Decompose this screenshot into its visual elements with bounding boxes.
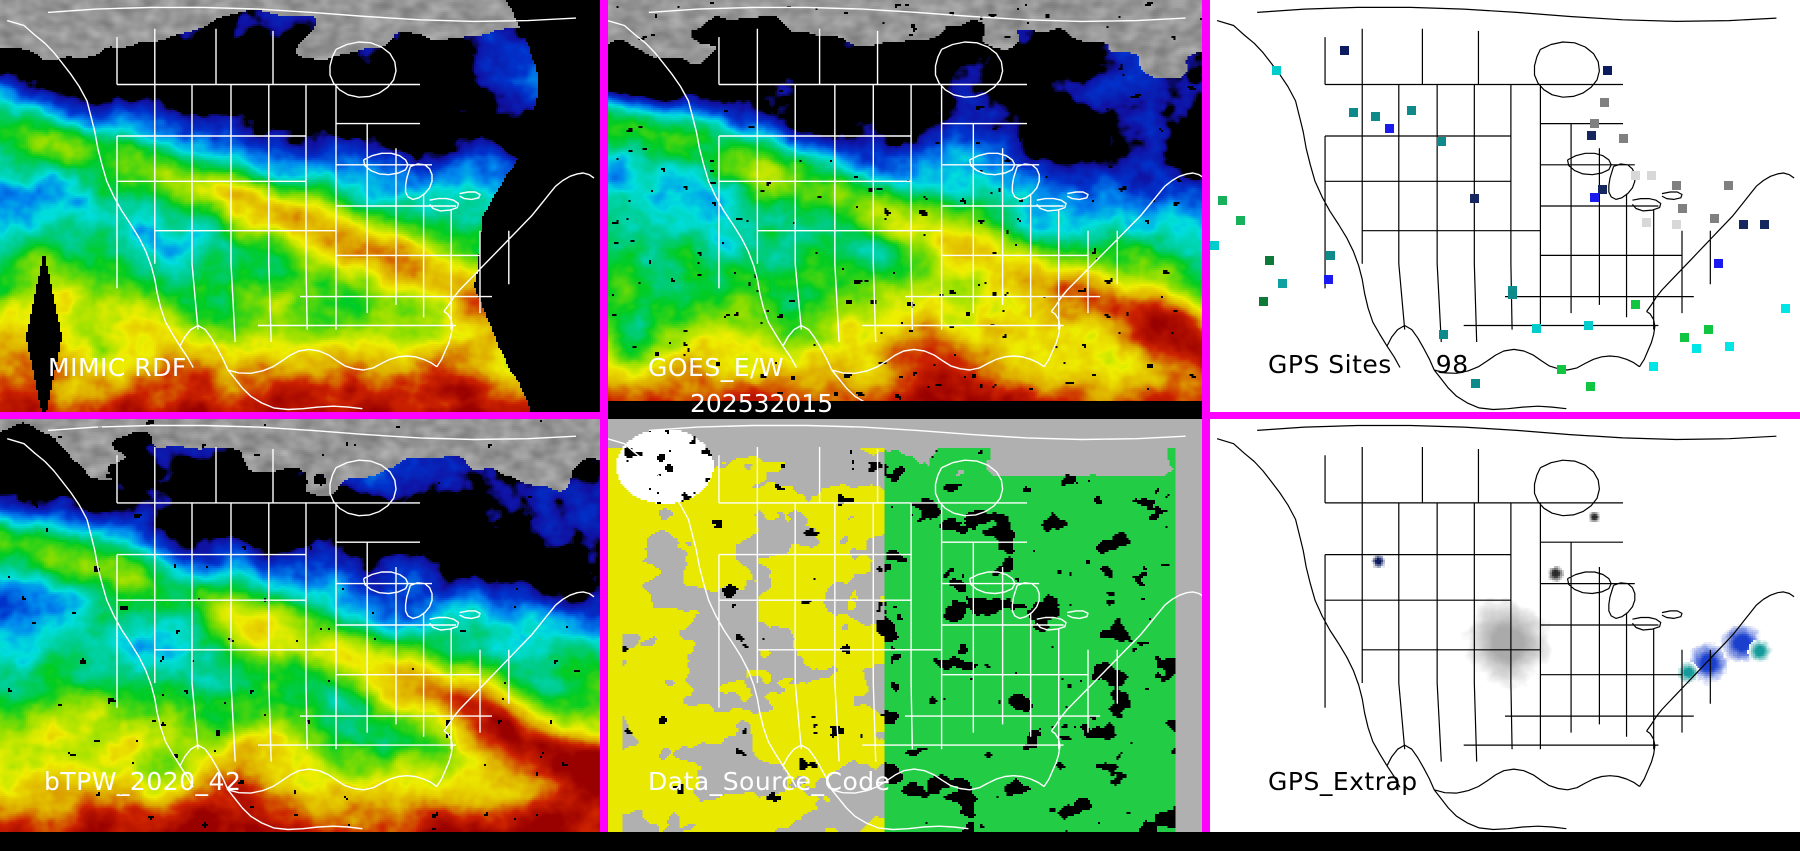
gps-site-marker[interactable] — [1371, 112, 1380, 121]
gps-site-marker[interactable] — [1259, 297, 1268, 306]
gps-site-marker[interactable] — [1704, 325, 1713, 334]
gps-site-marker[interactable] — [1385, 124, 1394, 133]
gps-site-marker[interactable] — [1672, 181, 1681, 190]
gps-site-marker[interactable] — [1647, 171, 1656, 180]
gps-site-marker[interactable] — [1407, 106, 1416, 115]
gps-site-marker[interactable] — [1672, 220, 1681, 229]
gps-site-marker[interactable] — [1631, 300, 1640, 309]
gps-site-marker[interactable] — [1586, 382, 1595, 391]
gps-site-marker[interactable] — [1437, 137, 1446, 146]
mimic-rdf-map-outline — [0, 0, 600, 412]
gps-site-marker[interactable] — [1584, 321, 1593, 330]
caption-mimic-rdf: MIMIC RDF — [48, 353, 187, 382]
panel-mimic-rdf[interactable] — [0, 0, 600, 412]
gps-site-marker[interactable] — [1557, 365, 1566, 374]
caption-gps-extrap: GPS_Extrap — [1268, 767, 1418, 796]
vertical-divider-left-lower — [600, 419, 608, 832]
gps-site-marker[interactable] — [1272, 66, 1281, 75]
vertical-divider-right-lower — [1202, 419, 1210, 832]
gps-site-marker[interactable] — [1278, 279, 1287, 288]
btpw-map-outline — [0, 418, 600, 832]
gps-site-marker[interactable] — [1236, 216, 1245, 225]
gps-site-marker[interactable] — [1590, 193, 1599, 202]
gps-site-marker[interactable] — [1725, 342, 1734, 351]
gps-site-marker[interactable] — [1631, 171, 1640, 180]
btpw-raster — [0, 418, 600, 832]
gps-site-marker[interactable] — [1326, 251, 1335, 260]
data-source-code-raster — [600, 418, 1210, 832]
vertical-divider-left — [600, 0, 608, 412]
gps-site-marker[interactable] — [1739, 220, 1748, 229]
caption-data-source-code: Data_Source_Code — [648, 767, 891, 796]
panel-goes-ew[interactable] — [600, 0, 1210, 412]
gps-site-marker[interactable] — [1781, 304, 1790, 313]
panel-gps-extrap[interactable] — [1210, 418, 1800, 832]
gps-site-marker[interactable] — [1600, 98, 1609, 107]
timestamp-backdrop — [608, 401, 1202, 419]
caption-gps-sites: GPS Sites 98 — [1268, 352, 1469, 377]
gps-site-marker[interactable] — [1508, 290, 1517, 299]
gps-site-marker[interactable] — [1619, 134, 1628, 143]
gps-site-marker[interactable] — [1349, 108, 1358, 117]
gps-sites-count: 98 — [1435, 350, 1469, 379]
mimic-rdf-raster — [0, 0, 600, 412]
goes-ew-raster — [600, 0, 1210, 412]
gps-site-marker[interactable] — [1439, 330, 1448, 339]
data-source-code-map-outline — [600, 418, 1210, 832]
goes-ew-map-outline — [600, 0, 1210, 412]
caption-goes-ew: GOES_E/W — [648, 353, 785, 382]
gps-site-marker[interactable] — [1692, 344, 1701, 353]
gps-extrap-raster — [1210, 418, 1800, 832]
gps-site-marker[interactable] — [1680, 333, 1689, 342]
timestamp-label: 202532015 — [690, 389, 834, 418]
gps-site-marker[interactable] — [1603, 66, 1612, 75]
gps-site-marker[interactable] — [1265, 256, 1274, 265]
gps-site-marker[interactable] — [1324, 275, 1333, 284]
gps-site-marker[interactable] — [1678, 204, 1687, 213]
gps-site-marker[interactable] — [1714, 259, 1723, 268]
gps-extrap-map-outline — [1210, 418, 1800, 832]
gps-site-marker[interactable] — [1590, 119, 1599, 128]
panel-btpw[interactable] — [0, 418, 600, 832]
gps-site-marker[interactable] — [1598, 185, 1607, 194]
vertical-divider-right — [1202, 0, 1210, 412]
gps-sites-label: GPS Sites — [1268, 350, 1392, 379]
panel-data-source-code[interactable] — [600, 418, 1210, 832]
gps-site-marker[interactable] — [1470, 194, 1479, 203]
gps-site-marker[interactable] — [1642, 218, 1651, 227]
caption-btpw: bTPW_2020_42 — [44, 767, 242, 796]
gps-site-marker[interactable] — [1218, 196, 1227, 205]
gps-site-marker[interactable] — [1532, 324, 1541, 333]
panel-gps-sites[interactable] — [1210, 0, 1800, 412]
gps-site-marker[interactable] — [1760, 220, 1769, 229]
gps-site-marker[interactable] — [1724, 181, 1733, 190]
gps-site-marker[interactable] — [1649, 362, 1658, 371]
gps-site-marker[interactable] — [1471, 379, 1480, 388]
gps-site-marker[interactable] — [1710, 214, 1719, 223]
gps-site-marker[interactable] — [1587, 131, 1596, 140]
mimic-tpw-dashboard: 202532015 MIMIC RDF GOES_E/W GPS Sites 98… — [0, 0, 1800, 832]
gps-site-marker[interactable] — [1340, 46, 1349, 55]
gps-site-marker[interactable] — [1210, 241, 1219, 250]
